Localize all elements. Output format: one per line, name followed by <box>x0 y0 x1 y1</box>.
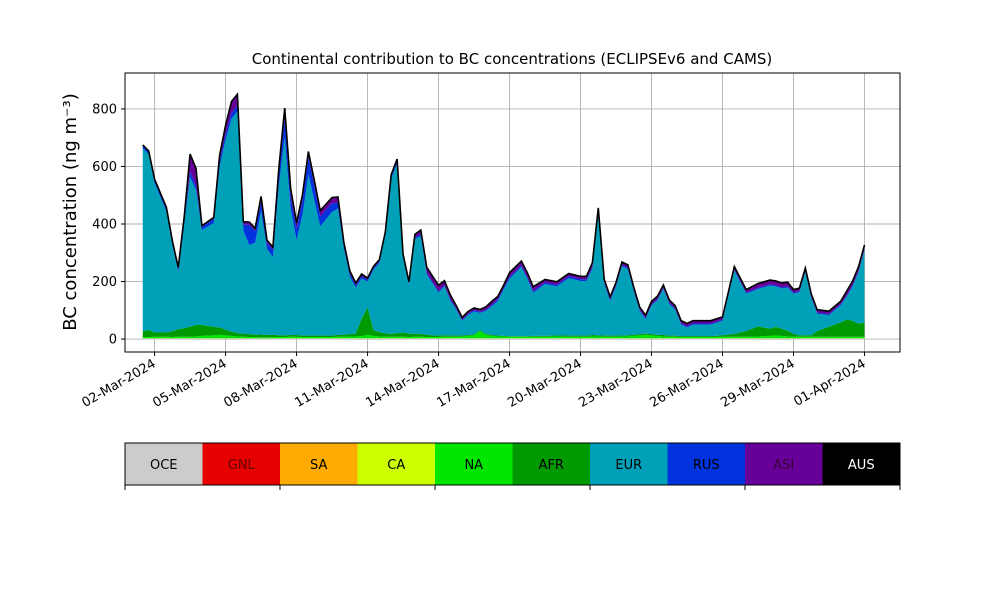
legend-label-rus: RUS <box>693 458 720 473</box>
x-tick-label: 05-Mar-2024 <box>150 356 229 410</box>
stacked-areas <box>142 94 865 340</box>
legend-swatch-na <box>435 443 513 485</box>
legend-label-sa: SA <box>310 458 327 473</box>
legend-swatch-oce <box>125 443 203 485</box>
legend-label-na: NA <box>464 458 483 473</box>
chart-title: Continental contribution to BC concentra… <box>252 50 773 68</box>
x-tick-label: 02-Mar-2024 <box>79 356 158 410</box>
legend-swatch-sa <box>280 443 358 485</box>
x-tick-label: 01-Apr-2024 <box>791 356 868 409</box>
legend-label-aus: AUS <box>848 458 875 473</box>
legend-swatch-gnl <box>202 443 281 485</box>
x-tick-label: 14-Mar-2024 <box>363 356 442 410</box>
x-tick-label: 26-Mar-2024 <box>647 356 726 410</box>
legend-swatch-afr <box>512 443 591 485</box>
plot-frame <box>124 72 901 353</box>
x-tick-label: 29-Mar-2024 <box>718 356 797 410</box>
y-axis: 0 200 400 600 800 <box>92 102 125 348</box>
area-series-na <box>142 331 865 339</box>
legend-label-afr: AFR <box>539 458 564 473</box>
y-tick-label: 800 <box>92 102 117 117</box>
y-axis-label: BC concentration (ng m⁻³) <box>60 93 81 331</box>
y-tick-label: 200 <box>92 275 117 290</box>
legend-label-oce: OCE <box>150 458 178 473</box>
total-line-layer <box>142 92 866 325</box>
legend-swatch-aus <box>822 443 901 485</box>
x-axis: 02-Mar-202405-Mar-202408-Mar-202411-Mar-… <box>79 352 869 411</box>
legend: OCE GNL SA CA NA AFR EUR RUS ASI AUS <box>124 442 901 490</box>
x-tick-label: 08-Mar-2024 <box>221 356 300 410</box>
x-tick-label: 23-Mar-2024 <box>576 356 655 410</box>
x-tick-label: 11-Mar-2024 <box>292 356 371 410</box>
legend-label-gnl: GNL <box>228 458 256 473</box>
legend-label-asi: ASI <box>773 458 794 473</box>
legend-swatch-rus <box>667 443 746 485</box>
legend-frame <box>124 442 901 486</box>
area-series-oce <box>142 338 865 340</box>
area-series-afr <box>142 307 865 338</box>
total-line <box>142 92 866 325</box>
x-tick-label: 17-Mar-2024 <box>434 356 513 410</box>
legend-swatch-eur <box>590 443 668 485</box>
y-tick-label: 600 <box>92 160 117 175</box>
legend-swatch-asi <box>745 443 823 485</box>
legend-label-eur: EUR <box>615 458 642 473</box>
legend-swatch-ca <box>357 443 436 485</box>
x-tick-label: 20-Mar-2024 <box>505 356 584 410</box>
legend-label-ca: CA <box>387 458 405 473</box>
area-series-eur <box>142 111 865 337</box>
y-tick-label: 400 <box>92 218 117 233</box>
y-tick-label: 0 <box>109 333 117 348</box>
